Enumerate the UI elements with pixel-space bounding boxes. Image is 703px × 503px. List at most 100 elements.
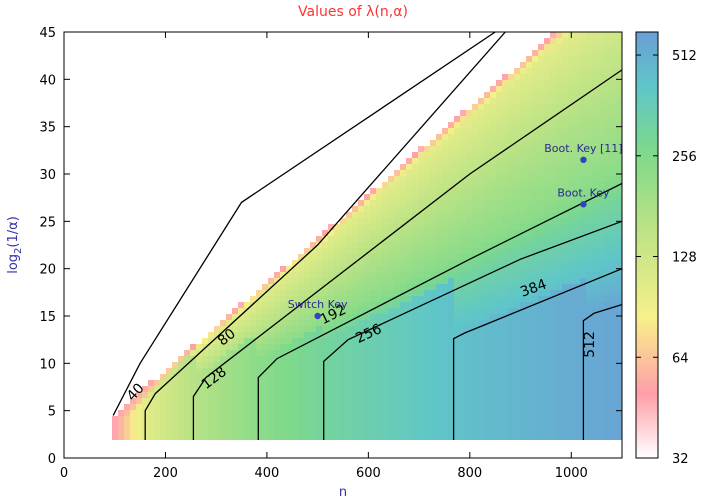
heatmap-cell [412,212,418,218]
heatmap-cell [358,176,364,182]
heatmap-cell [352,152,358,158]
heatmap-cell [598,134,604,140]
heatmap-cell [400,350,406,356]
colorbar [635,31,659,459]
heatmap-cell [562,350,568,356]
heatmap-cell [496,362,502,368]
heatmap-cell [484,44,490,50]
heatmap-cell [184,410,190,416]
heatmap-cell [526,116,532,122]
heatmap-cell [172,362,178,368]
heatmap-cell [214,356,220,362]
heatmap-cell [604,254,610,260]
heatmap-cell [550,176,556,182]
heatmap-cell [466,248,472,254]
heatmap-cell [160,356,166,362]
heatmap-cell [526,344,532,350]
heatmap-cell [604,62,610,68]
heatmap-cell [304,200,310,206]
heatmap-cell [340,368,346,374]
heatmap-cell [412,110,418,116]
heatmap-cell [598,152,604,158]
heatmap-cell [298,362,304,368]
heatmap-cell [262,392,268,398]
heatmap-cell [448,200,454,206]
heatmap-cell [466,80,472,86]
heatmap-cell [196,380,202,386]
heatmap-cell [394,260,400,266]
heatmap-cell [460,56,466,62]
heatmap-cell [544,230,550,236]
heatmap-cell [232,368,238,374]
heatmap-cell [214,290,220,296]
heatmap-cell [298,242,304,248]
heatmap-cell [574,308,580,314]
heatmap-cell [544,362,550,368]
heatmap-cell [436,140,442,146]
heatmap-cell [376,326,382,332]
heatmap-cell [322,392,328,398]
heatmap-cell [520,98,526,104]
heatmap-cell [316,230,322,236]
heatmap-cell [508,308,514,314]
heatmap-cell [154,356,160,362]
heatmap-cell [460,152,466,158]
chart-title: Values of λ(n,α) [298,4,408,20]
heatmap-cell [508,302,514,308]
heatmap-cell [454,254,460,260]
heatmap-cell [322,350,328,356]
heatmap-cell [400,188,406,194]
heatmap-cell [496,404,502,410]
heatmap-cell [382,434,388,440]
heatmap-cell [418,356,424,362]
heatmap-cell [424,410,430,416]
heatmap-cell [472,206,478,212]
heatmap-cell [592,416,598,422]
heatmap-cell [586,176,592,182]
heatmap-cell [394,434,400,440]
heatmap-cell [574,140,580,146]
heatmap-cell [508,182,514,188]
heatmap-cell [472,272,478,278]
heatmap-cell [406,128,412,134]
heatmap-cell [532,110,538,116]
heatmap-cell [580,122,586,128]
heatmap-cell [460,434,466,440]
heatmap-cell [436,128,442,134]
heatmap-cell [424,254,430,260]
heatmap-cell [574,56,580,62]
heatmap-cell [406,314,412,320]
heatmap-cell [568,116,574,122]
heatmap-cell [598,398,604,404]
heatmap-cell [556,290,562,296]
heatmap-cell [604,422,610,428]
heatmap-cell [472,146,478,152]
heatmap-cell [586,122,592,128]
heatmap-cell [436,410,442,416]
heatmap-cell [412,248,418,254]
heatmap-cell [544,116,550,122]
heatmap-cell [592,110,598,116]
heatmap-cell [538,170,544,176]
heatmap-cell [400,92,406,98]
heatmap-cell [442,50,448,56]
heatmap-cell [364,206,370,212]
heatmap-cell [616,416,622,422]
heatmap-cell [400,410,406,416]
heatmap-cell [508,326,514,332]
heatmap-cell [376,182,382,188]
heatmap-cell [430,62,436,68]
heatmap-cell [352,146,358,152]
heatmap-cell [586,422,592,428]
heatmap-cell [436,110,442,116]
heatmap-cell [316,422,322,428]
heatmap-cell [148,392,154,398]
heatmap-cell [358,266,364,272]
heatmap-cell [478,338,484,344]
heatmap-cell [370,332,376,338]
heatmap-cell [244,260,250,266]
heatmap-cell [358,344,364,350]
heatmap-cell [616,344,622,350]
heatmap-cell [394,332,400,338]
heatmap-cell [208,434,214,440]
